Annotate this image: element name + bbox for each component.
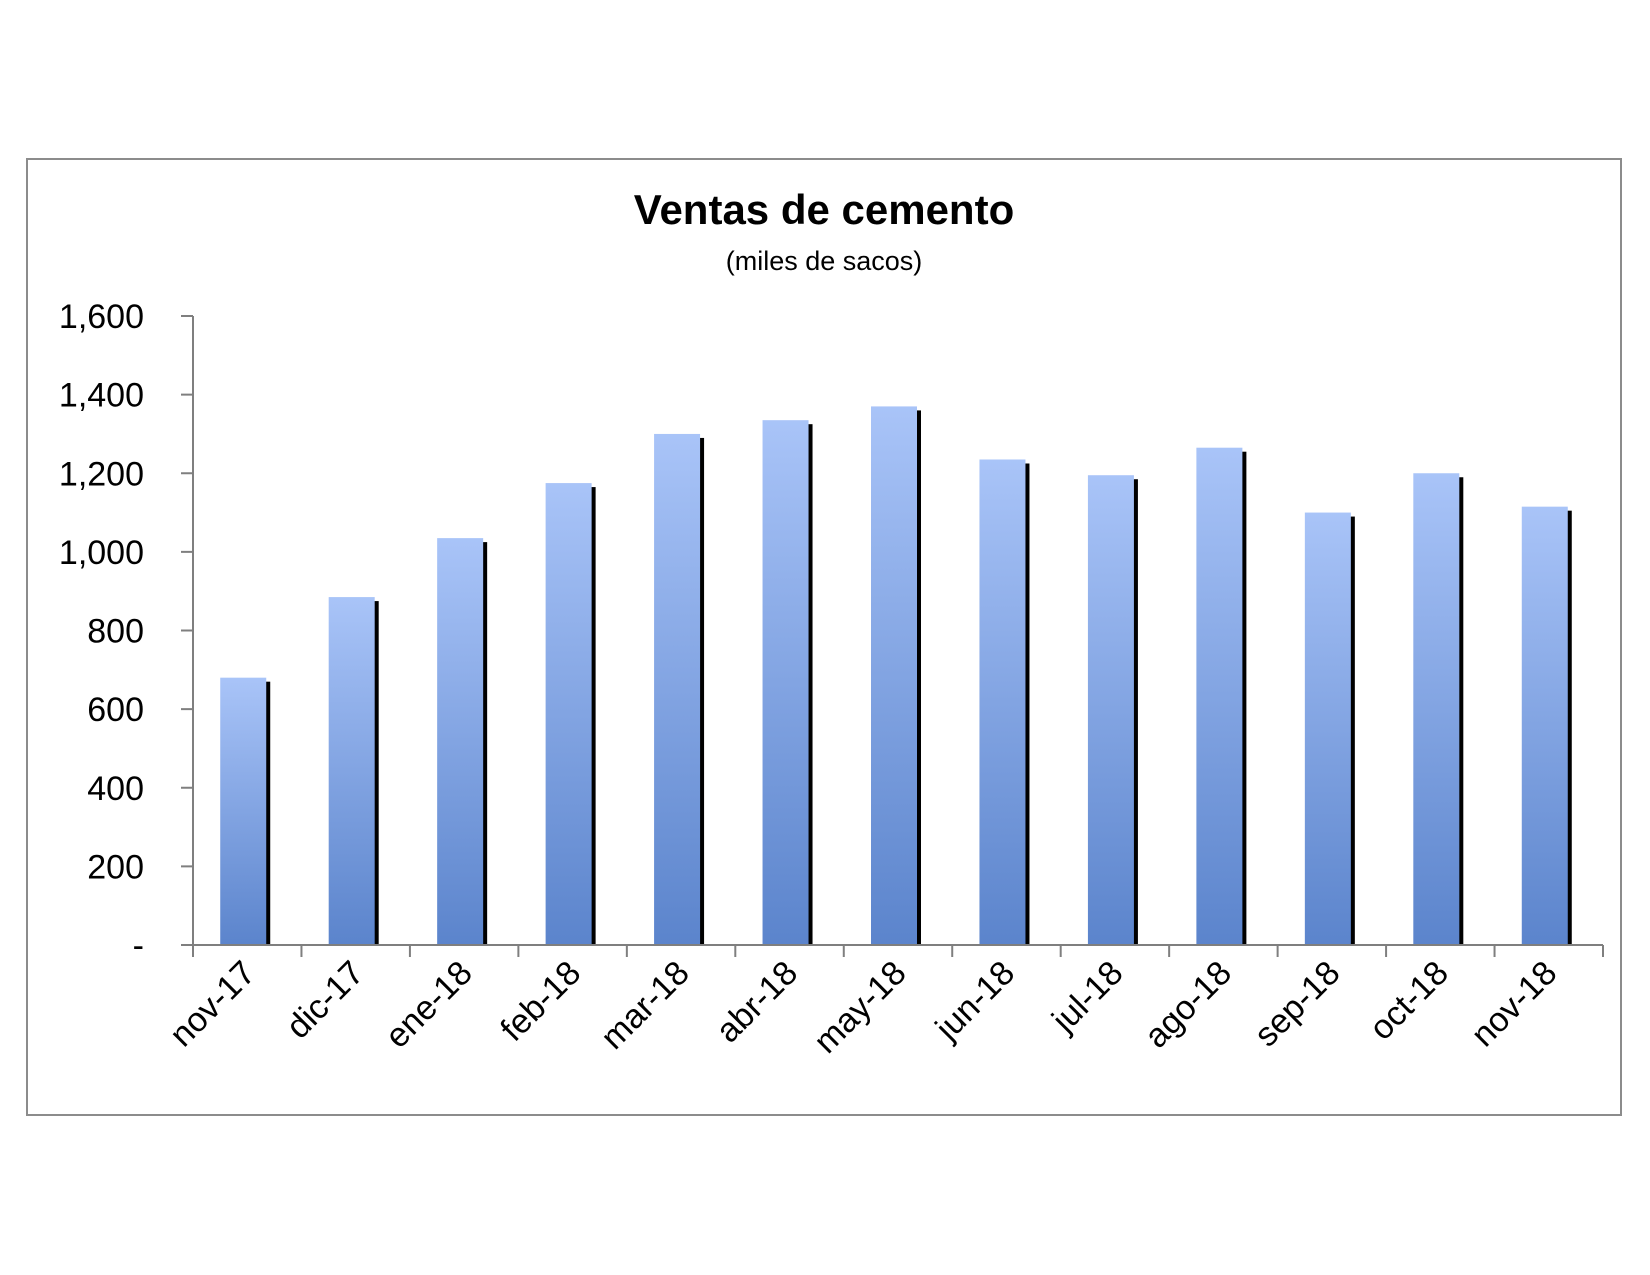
- bar-dic-17: [328, 597, 375, 945]
- bar-abr-18: [762, 420, 809, 946]
- x-tick-label: may-18: [807, 954, 914, 1061]
- x-tick-label: dic-17: [279, 954, 371, 1046]
- chart-frame: Ventas de cemento (miles de sacos): [26, 158, 1622, 1116]
- chart-subtitle: (miles de sacos): [725, 246, 923, 276]
- x-tick-label: ene-18: [378, 954, 480, 1056]
- bar-feb-18: [545, 483, 592, 945]
- bar-nov-17: [220, 677, 267, 945]
- y-tick-label: -: [133, 927, 144, 965]
- bar-nov-18: [1521, 506, 1568, 945]
- x-tick-label: nov-18: [1464, 954, 1564, 1054]
- y-tick-label: 400: [87, 770, 144, 808]
- y-tick-label: 200: [87, 848, 144, 886]
- y-tick-label: 600: [87, 691, 144, 729]
- y-tick-label: 1,400: [59, 377, 144, 415]
- axes-layer: [181, 315, 1604, 957]
- x-tick-label: jun-18: [928, 954, 1022, 1048]
- bar-jun-18: [979, 459, 1026, 945]
- bar-ene-18: [437, 538, 484, 945]
- x-tick-label: ago-18: [1137, 954, 1239, 1056]
- bar-ago-18: [1196, 447, 1243, 945]
- y-tick-label: 1,200: [59, 455, 144, 493]
- y-tick-label: 1,600: [59, 298, 144, 336]
- x-tick-label: feb-18: [493, 954, 588, 1049]
- bar-may-18: [871, 406, 917, 945]
- x-tick-label: mar-18: [594, 954, 697, 1057]
- x-tick-label: jul-18: [1044, 954, 1130, 1040]
- bar-mar-18: [654, 433, 701, 945]
- bar-jul-18: [1087, 475, 1134, 945]
- y-tick-label: 800: [87, 613, 144, 651]
- x-tick-label: sep-18: [1247, 954, 1347, 1054]
- y-tick-label: 1,000: [59, 534, 144, 572]
- x-tick-label: nov-17: [163, 954, 263, 1054]
- chart-title: Ventas de cemento: [633, 186, 1015, 233]
- bar-oct-18: [1413, 473, 1460, 945]
- x-tick-label: oct-18: [1362, 954, 1456, 1048]
- x-tick-label: abr-18: [709, 954, 805, 1050]
- bars-layer: [220, 406, 1572, 946]
- bar-sep-18: [1304, 512, 1351, 945]
- x-tick-labels: nov-17 dic-17 ene-18 feb-18 mar-18 abr-18 may-…: [163, 954, 1565, 1061]
- y-tick-labels: - 200 400 600 800 1,000 1,200 1,400 1,600: [59, 298, 144, 965]
